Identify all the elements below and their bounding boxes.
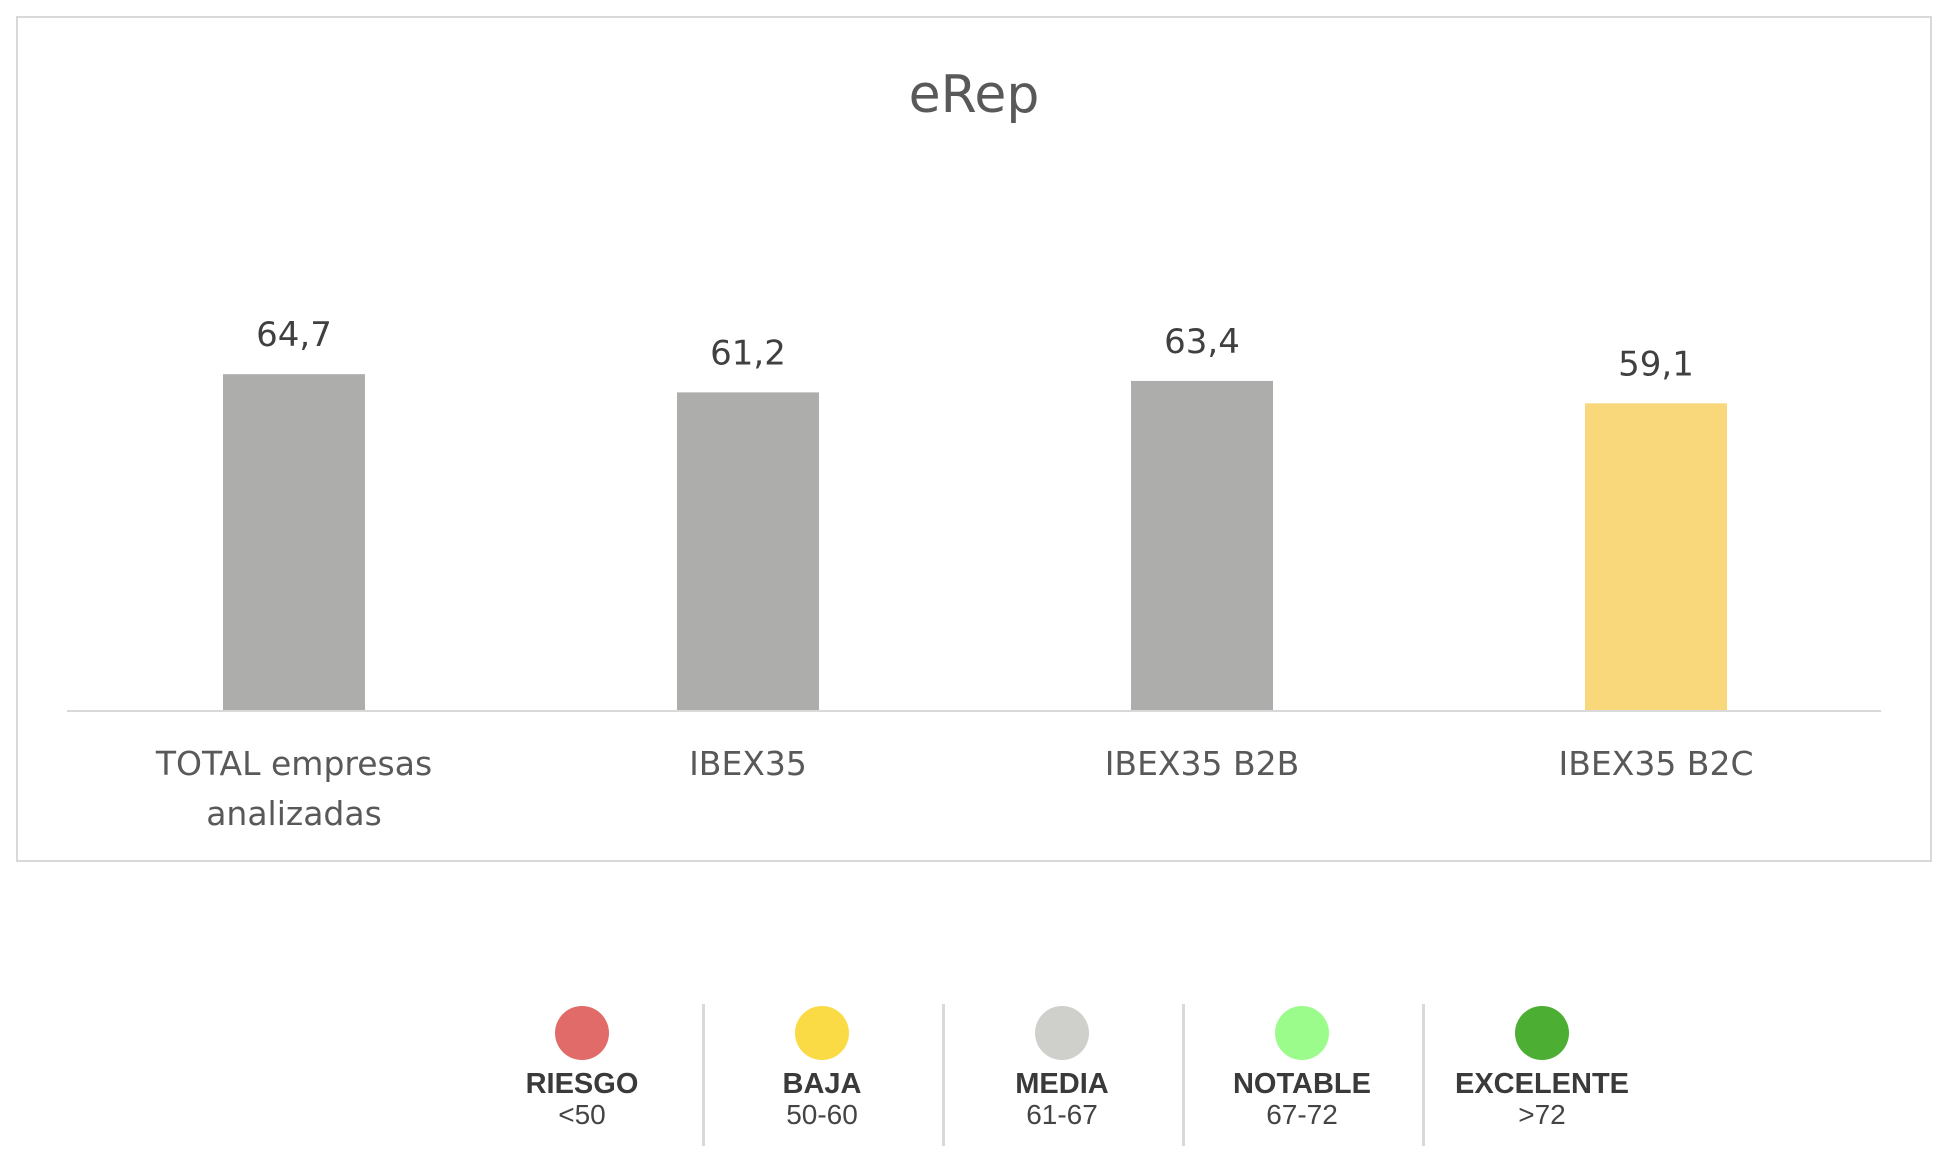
category-tick-label: analizadas xyxy=(206,794,382,833)
legend-name: EXCELENTE xyxy=(1454,1068,1630,1100)
legend-item-riesgo: RIESGO <50 xyxy=(462,1002,702,1150)
data-label: 59,1 xyxy=(1618,344,1694,384)
category-tick-label: IBEX35 xyxy=(689,744,807,783)
legend-item-media: MEDIA 61-67 xyxy=(942,1002,1182,1150)
legend-dot-icon xyxy=(555,1006,609,1060)
legend-range: 50-60 xyxy=(786,1099,858,1130)
legend-range: <50 xyxy=(558,1099,606,1130)
legend-dot-icon xyxy=(1275,1006,1329,1060)
legend-dot-icon xyxy=(1035,1006,1089,1060)
data-label: 64,7 xyxy=(256,315,332,355)
bar-chart: eRep 64,7 TOTAL empresas analizadas 61,2 IBE… xyxy=(67,65,1881,833)
legend-name: BAJA xyxy=(782,1068,862,1100)
legend-name: RIESGO xyxy=(525,1068,639,1100)
category-tick-label: IBEX35 B2B xyxy=(1105,744,1300,783)
bar xyxy=(1585,403,1727,711)
legend-range: 67-72 xyxy=(1266,1099,1338,1130)
data-label: 63,4 xyxy=(1164,322,1240,362)
legend-name: NOTABLE xyxy=(1232,1068,1371,1100)
chart-title: eRep xyxy=(909,65,1040,125)
legend-item-baja: BAJA 50-60 xyxy=(702,1002,942,1150)
rating-legend: RIESGO <50 BAJA 50-60 MEDIA 61-67 NOTABLE 67-72… xyxy=(462,1002,1662,1150)
legend-range: >72 xyxy=(1518,1099,1566,1130)
legend-item-excelente: EXCELENTE >72 xyxy=(1422,1002,1662,1150)
legend-name: MEDIA xyxy=(1015,1068,1109,1100)
legend-range: 61-67 xyxy=(1026,1099,1098,1130)
legend-dot-icon xyxy=(795,1006,849,1060)
bar xyxy=(1131,380,1273,711)
chart-frame: eRep 64,7 TOTAL empresas analizadas 61,2 IBE… xyxy=(16,16,1932,862)
bars-layer: 64,7 TOTAL empresas analizadas 61,2 IBEX35 63… xyxy=(155,315,1754,833)
bar xyxy=(223,374,365,711)
legend-dot-icon xyxy=(1515,1006,1569,1060)
category-tick-label: TOTAL empresas xyxy=(155,744,432,783)
category-tick-label: IBEX35 B2C xyxy=(1559,744,1754,783)
bar xyxy=(677,392,819,711)
legend-item-notable: NOTABLE 67-72 xyxy=(1182,1002,1422,1150)
data-label: 61,2 xyxy=(710,333,786,373)
